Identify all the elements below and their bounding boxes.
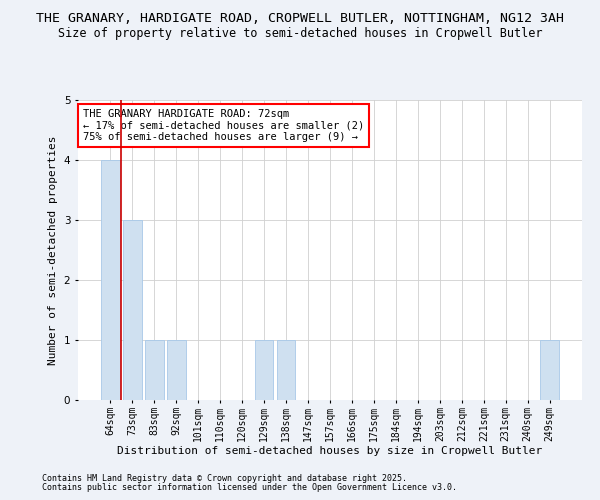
Bar (167, 340, 185, 400)
Bar (145, 340, 164, 400)
Text: Contains HM Land Registry data © Crown copyright and database right 2025.: Contains HM Land Registry data © Crown c… (42, 474, 407, 483)
Y-axis label: Number of semi-detached properties: Number of semi-detached properties (48, 135, 58, 365)
Text: Contains public sector information licensed under the Open Government Licence v3: Contains public sector information licen… (42, 483, 457, 492)
Bar (123, 220, 142, 400)
Text: Size of property relative to semi-detached houses in Cropwell Butler: Size of property relative to semi-detach… (58, 28, 542, 40)
Text: THE GRANARY HARDIGATE ROAD: 72sqm
← 17% of semi-detached houses are smaller (2)
: THE GRANARY HARDIGATE ROAD: 72sqm ← 17% … (83, 109, 364, 142)
Bar (255, 340, 274, 400)
Bar (277, 340, 295, 400)
X-axis label: Distribution of semi-detached houses by size in Cropwell Butler: Distribution of semi-detached houses by … (118, 446, 542, 456)
Text: THE GRANARY, HARDIGATE ROAD, CROPWELL BUTLER, NOTTINGHAM, NG12 3AH: THE GRANARY, HARDIGATE ROAD, CROPWELL BU… (36, 12, 564, 26)
Bar (101, 160, 119, 400)
Bar (541, 340, 559, 400)
